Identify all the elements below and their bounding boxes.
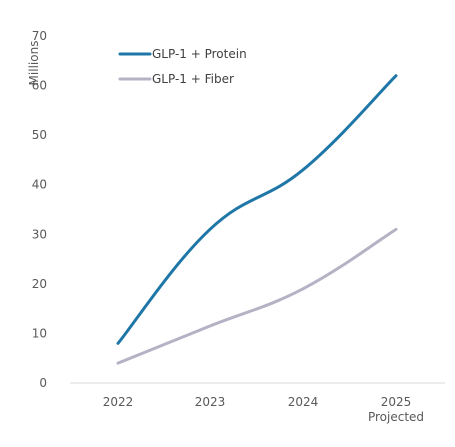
y-tick-label: 70 [32, 29, 47, 43]
x-tick-label: 2023 [195, 395, 226, 409]
x-axis-ticks: 2022 2023 2024 2025 Projected [103, 395, 424, 424]
series-line-1 [116, 74, 398, 345]
legend: GLP-1 + Protein GLP-1 + Fiber [118, 47, 247, 86]
x-tick-label: 2025 Projected [368, 395, 424, 424]
x-tick-label-line: 2025 [381, 395, 412, 409]
series-line-2 [116, 227, 398, 365]
y-tick-label: 10 [32, 326, 47, 340]
y-axis-title: Millions [27, 41, 41, 86]
x-tick-label-line: 2022 [103, 395, 134, 409]
legend-label: GLP-1 + Protein [152, 47, 247, 61]
y-tick-label: 40 [32, 178, 47, 192]
y-tick-label: 30 [32, 227, 47, 241]
x-tick-label: 2024 [288, 395, 319, 409]
y-tick-label: 50 [32, 128, 47, 142]
y-tick-label: 0 [39, 376, 47, 390]
x-tick-label: 2022 [103, 395, 134, 409]
x-tick-label-line: Projected [368, 410, 424, 424]
y-tick-label: 20 [32, 277, 47, 291]
x-tick-label-line: 2023 [195, 395, 226, 409]
y-axis-ticks: 0 10 20 30 40 50 60 70 [32, 29, 47, 390]
x-tick-label-line: 2024 [288, 395, 319, 409]
legend-label: GLP-1 + Fiber [152, 72, 234, 86]
y-tick-label: 60 [32, 79, 47, 93]
series-lines [116, 74, 398, 365]
